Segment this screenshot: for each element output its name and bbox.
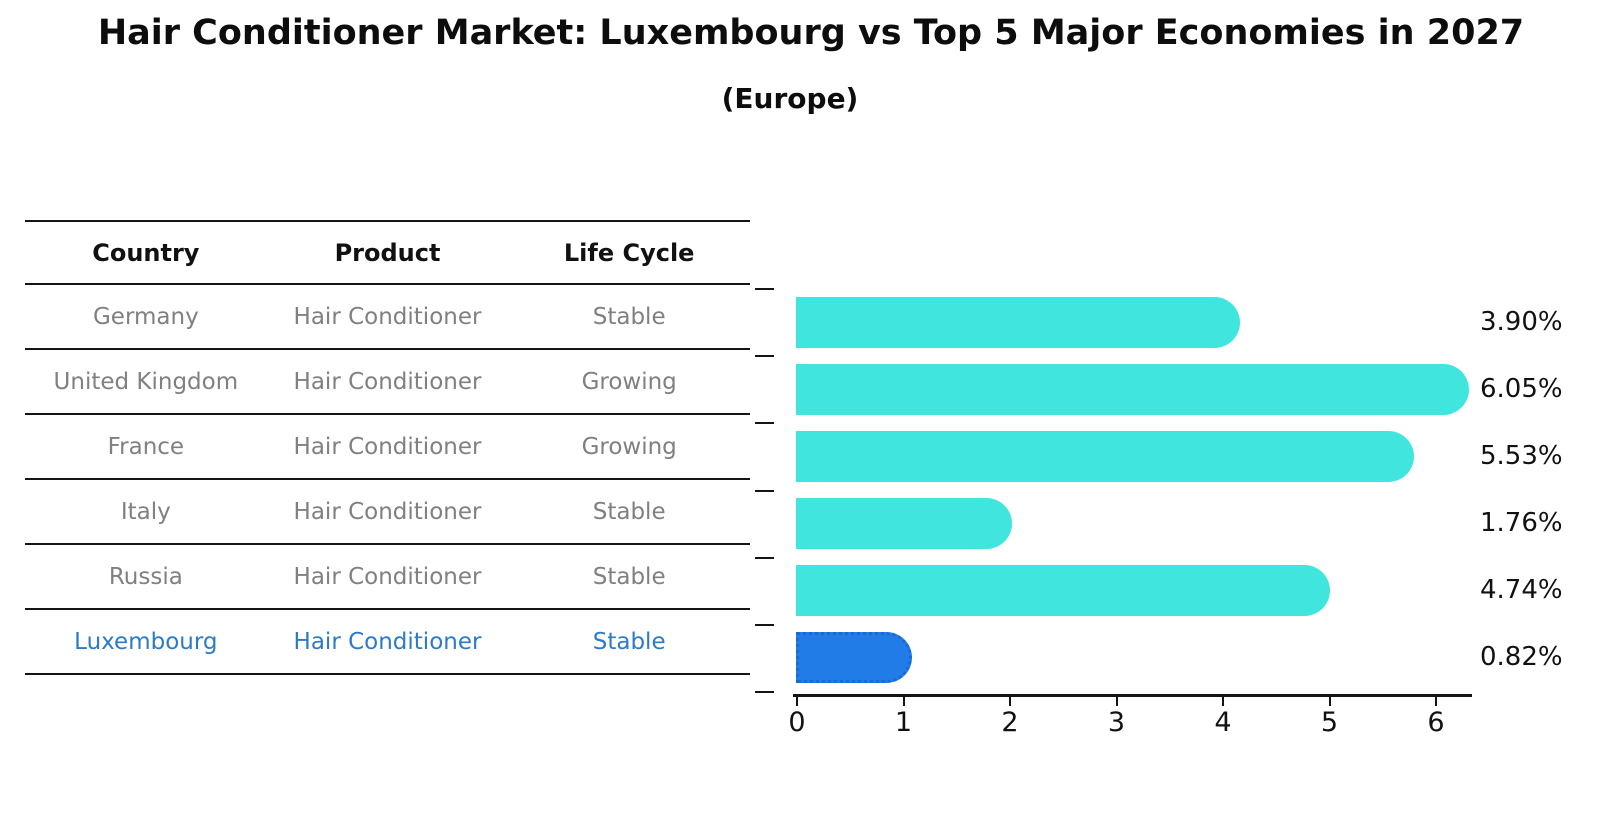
cell-country: Luxembourg — [74, 628, 218, 655]
value-label-italy: 1.76% — [1480, 508, 1563, 538]
cell-product: Hair Conditioner — [293, 433, 482, 460]
cell-lifecycle: Growing — [581, 368, 677, 395]
table-header-row: Country Product Life Cycle — [25, 220, 750, 285]
x-tick-label-3: 3 — [1107, 707, 1126, 738]
x-tick-6 — [1435, 697, 1437, 706]
column-header-country: Country — [92, 238, 200, 267]
x-tick-0 — [796, 697, 798, 706]
cell-country: France — [107, 433, 185, 460]
bar-germany — [796, 297, 1240, 348]
country-table: Country Product Life Cycle Germany Hair C… — [25, 220, 750, 675]
cell-lifecycle: Stable — [592, 498, 666, 525]
bar-luxembourg — [796, 632, 912, 683]
x-tick-3 — [1115, 697, 1118, 706]
y-tick — [755, 691, 774, 693]
x-tick-label-5: 5 — [1320, 707, 1339, 738]
x-tick-4 — [1222, 697, 1224, 706]
table-row-united-kingdom: United Kingdom Hair Conditioner Growing — [25, 350, 750, 415]
x-tick-label-0: 0 — [788, 707, 806, 738]
y-tick — [755, 490, 774, 492]
value-label-luxembourg: 0.82% — [1480, 642, 1563, 672]
x-tick-label-6: 6 — [1427, 707, 1445, 738]
bar-italy — [796, 498, 1012, 549]
x-tick-2 — [1009, 697, 1011, 706]
table-row-germany: Germany Hair Conditioner Stable — [25, 285, 750, 350]
cell-product: Hair Conditioner — [293, 368, 482, 395]
cell-product: Hair Conditioner — [293, 303, 482, 330]
bar-united-kingdom — [796, 364, 1469, 415]
bar-russia — [796, 565, 1330, 616]
x-tick-label-2: 2 — [1001, 707, 1019, 738]
chart-title: Hair Conditioner Market: Luxembourg vs T… — [97, 13, 1525, 53]
table-body: Germany Hair Conditioner Stable United King… — [25, 285, 750, 675]
table-row-luxembourg: Luxembourg Hair Conditioner Stable — [25, 610, 750, 675]
value-label-germany: 3.90% — [1480, 307, 1563, 337]
cell-lifecycle: Stable — [592, 563, 666, 590]
y-tick — [755, 557, 774, 559]
table-row-france: France Hair Conditioner Growing — [25, 415, 750, 480]
cell-country: Italy — [120, 498, 171, 525]
cell-product: Hair Conditioner — [293, 563, 482, 590]
cell-product: Hair Conditioner — [293, 628, 482, 655]
value-label-russia: 4.74% — [1480, 575, 1563, 605]
column-header-product: Product — [334, 238, 441, 267]
table-row-italy: Italy Hair Conditioner Stable — [25, 480, 750, 545]
x-tick-5 — [1328, 697, 1331, 706]
value-label-united-kingdom: 6.05% — [1480, 374, 1563, 404]
y-tick — [755, 288, 774, 290]
bar-france — [796, 431, 1414, 482]
x-tick-label-4: 4 — [1214, 707, 1232, 738]
cell-country: Germany — [92, 303, 199, 330]
x-tick-1 — [902, 697, 905, 706]
cell-lifecycle: Stable — [592, 303, 666, 330]
table-row-russia: Russia Hair Conditioner Stable — [25, 545, 750, 610]
cell-country: United Kingdom — [53, 368, 239, 395]
column-header-lifecycle: Life Cycle — [563, 238, 695, 267]
chart-subtitle: (Europe) — [721, 82, 859, 115]
cell-lifecycle: Stable — [592, 628, 666, 655]
x-axis — [793, 694, 1472, 697]
y-tick — [755, 422, 774, 424]
y-tick — [755, 624, 774, 626]
cell-product: Hair Conditioner — [293, 498, 482, 525]
value-label-france: 5.53% — [1480, 441, 1563, 471]
cell-lifecycle: Growing — [581, 433, 677, 460]
x-tick-label-1: 1 — [894, 707, 913, 738]
cell-country: Russia — [108, 563, 183, 590]
y-tick — [755, 355, 774, 357]
